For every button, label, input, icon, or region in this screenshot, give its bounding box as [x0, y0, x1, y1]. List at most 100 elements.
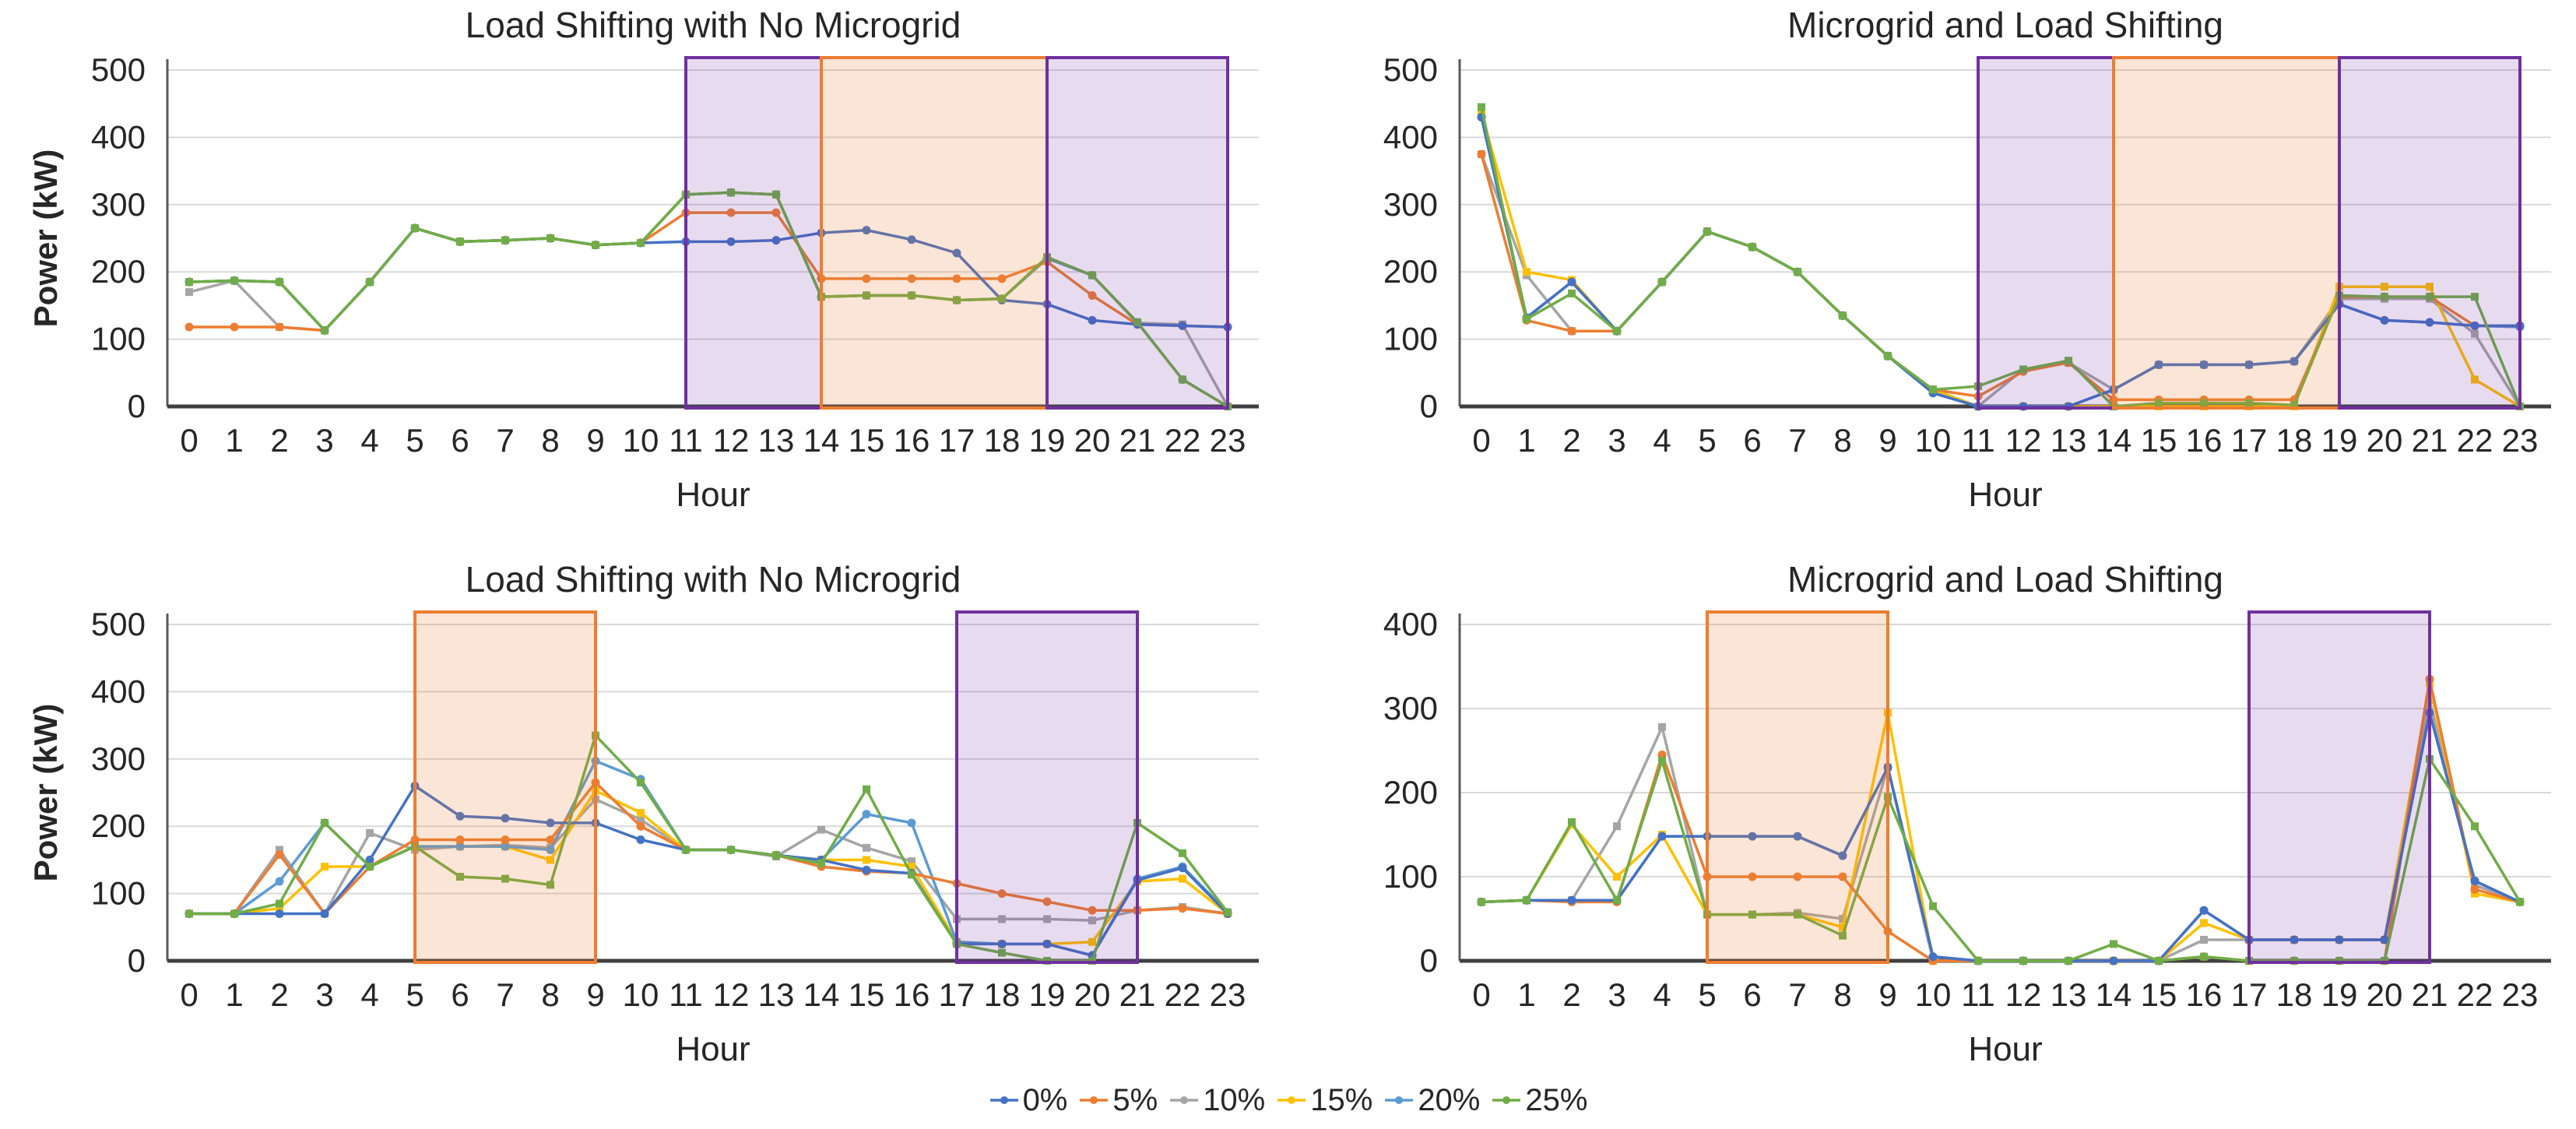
x-tick-label: 17	[2231, 422, 2268, 459]
x-tick-label: 0	[1472, 422, 1490, 459]
shaded-band-purple	[1977, 56, 2115, 410]
x-tick-label: 3	[1608, 976, 1625, 1013]
y-tick-label: 200	[91, 253, 146, 290]
data-point-0%	[2380, 935, 2389, 944]
data-point-25%	[185, 278, 193, 287]
x-tick-label: 7	[1788, 976, 1806, 1013]
data-point-0%	[1838, 851, 1847, 860]
y-tick-label: 400	[1383, 118, 1438, 155]
y-tick-label: 500	[91, 606, 146, 642]
data-point-5%	[455, 835, 465, 844]
data-point-0%	[501, 814, 510, 823]
data-point-25%	[2426, 293, 2434, 301]
x-tick-label: 6	[1743, 976, 1761, 1013]
data-point-25%	[772, 851, 780, 860]
data-point-0%	[2154, 360, 2163, 369]
data-point-5%	[726, 208, 736, 217]
data-point-0%	[907, 235, 916, 244]
data-point-25%	[1478, 103, 1485, 111]
data-point-10%	[817, 825, 825, 834]
data-point-25%	[276, 899, 283, 908]
data-point-0%	[1793, 832, 1802, 841]
x-tick-label: 18	[2276, 422, 2313, 459]
y-tick-label: 100	[91, 321, 146, 357]
x-tick-label: 19	[1029, 976, 1066, 1013]
data-point-25%	[1088, 271, 1096, 280]
data-point-25%	[1974, 957, 1982, 965]
chart-title: Microgrid and Load Shifting	[1787, 5, 2223, 45]
x-tick-label: 6	[1743, 422, 1761, 459]
data-point-5%	[185, 322, 194, 332]
y-tick-label: 300	[1383, 186, 1438, 223]
x-tick-label: 18	[984, 976, 1021, 1013]
x-tick-label: 4	[360, 422, 378, 459]
data-point-20%	[907, 818, 916, 828]
x-tick-label: 13	[758, 422, 795, 459]
data-point-5%	[907, 274, 916, 283]
data-point-25%	[637, 239, 645, 248]
data-point-0%	[365, 855, 374, 864]
data-point-15%	[908, 863, 915, 871]
data-point-5%	[952, 274, 961, 283]
data-point-25%	[501, 874, 509, 883]
x-tick-label: 3	[1608, 422, 1625, 459]
data-point-0%	[2199, 360, 2209, 369]
y-tick-label: 0	[128, 942, 146, 979]
data-point-10%	[908, 857, 915, 866]
data-point-25%	[546, 881, 554, 889]
data-point-5%	[1042, 897, 1052, 906]
data-point-25%	[366, 863, 374, 871]
data-point-25%	[2065, 357, 2072, 365]
shaded-band-orange	[413, 610, 597, 964]
x-tick-label: 0	[180, 976, 198, 1013]
data-point-0%	[1088, 315, 1097, 325]
x-tick-label: 3	[315, 976, 333, 1013]
x-tick-label: 22	[1165, 976, 1201, 1013]
y-tick-label: 300	[91, 740, 146, 777]
x-tick-label: 5	[1698, 422, 1716, 459]
shaded-band-orange	[820, 56, 1049, 410]
data-point-0%	[1567, 895, 1576, 905]
x-tick-label: 9	[1878, 422, 1896, 459]
data-point-15%	[863, 856, 870, 864]
x-tick-label: 8	[1833, 976, 1851, 1013]
data-point-25%	[366, 278, 374, 287]
data-point-15%	[276, 904, 283, 913]
data-point-25%	[682, 846, 690, 854]
x-tick-label: 1	[225, 422, 243, 459]
chart-title: Load Shifting with No Microgrid	[466, 559, 961, 600]
y-tick-label: 0	[128, 388, 146, 424]
data-point-5%	[771, 208, 781, 217]
data-point-25%	[1224, 908, 1232, 916]
x-tick-label: 9	[1878, 976, 1896, 1013]
x-tick-label: 4	[1653, 422, 1671, 459]
x-tick-label: 11	[1961, 976, 1995, 1013]
chart-load-shifting-no-microgrid-top: 0 100 200 300 400 500 Load Shifting with No Mi…	[19, 0, 1281, 523]
x-tick-label: 23	[1210, 422, 1246, 459]
data-point-10%	[1043, 915, 1051, 923]
data-point-25%	[1658, 756, 1666, 765]
data-point-25%	[276, 278, 283, 287]
x-tick-label: 23	[1210, 976, 1246, 1013]
data-point-10%	[2471, 329, 2479, 338]
data-point-25%	[2155, 399, 2163, 407]
legend-marker-icon	[1080, 1096, 1109, 1104]
data-point-5%	[1088, 906, 1097, 915]
x-tick-label: 4	[360, 976, 378, 1013]
data-point-5%	[1567, 326, 1576, 336]
data-point-0%	[636, 835, 645, 844]
data-point-25%	[501, 236, 509, 244]
data-point-10%	[1658, 723, 1666, 731]
y-tick-label: 300	[1383, 690, 1438, 726]
data-point-10%	[2200, 936, 2208, 944]
legend-label: 25%	[1525, 1082, 1588, 1117]
x-tick-label: 7	[496, 976, 514, 1013]
x-tick-label: 2	[270, 422, 288, 459]
data-point-0%	[997, 939, 1007, 948]
x-tick-label: 15	[2141, 422, 2177, 459]
x-tick-label: 4	[1653, 976, 1671, 1013]
chart-load-shifting-no-microgrid-bottom: 0 100 200 300 400 500 Load Shifting with No Mi…	[19, 554, 1281, 1078]
data-point-25%	[1179, 849, 1186, 857]
x-tick-label: 13	[2051, 422, 2087, 459]
